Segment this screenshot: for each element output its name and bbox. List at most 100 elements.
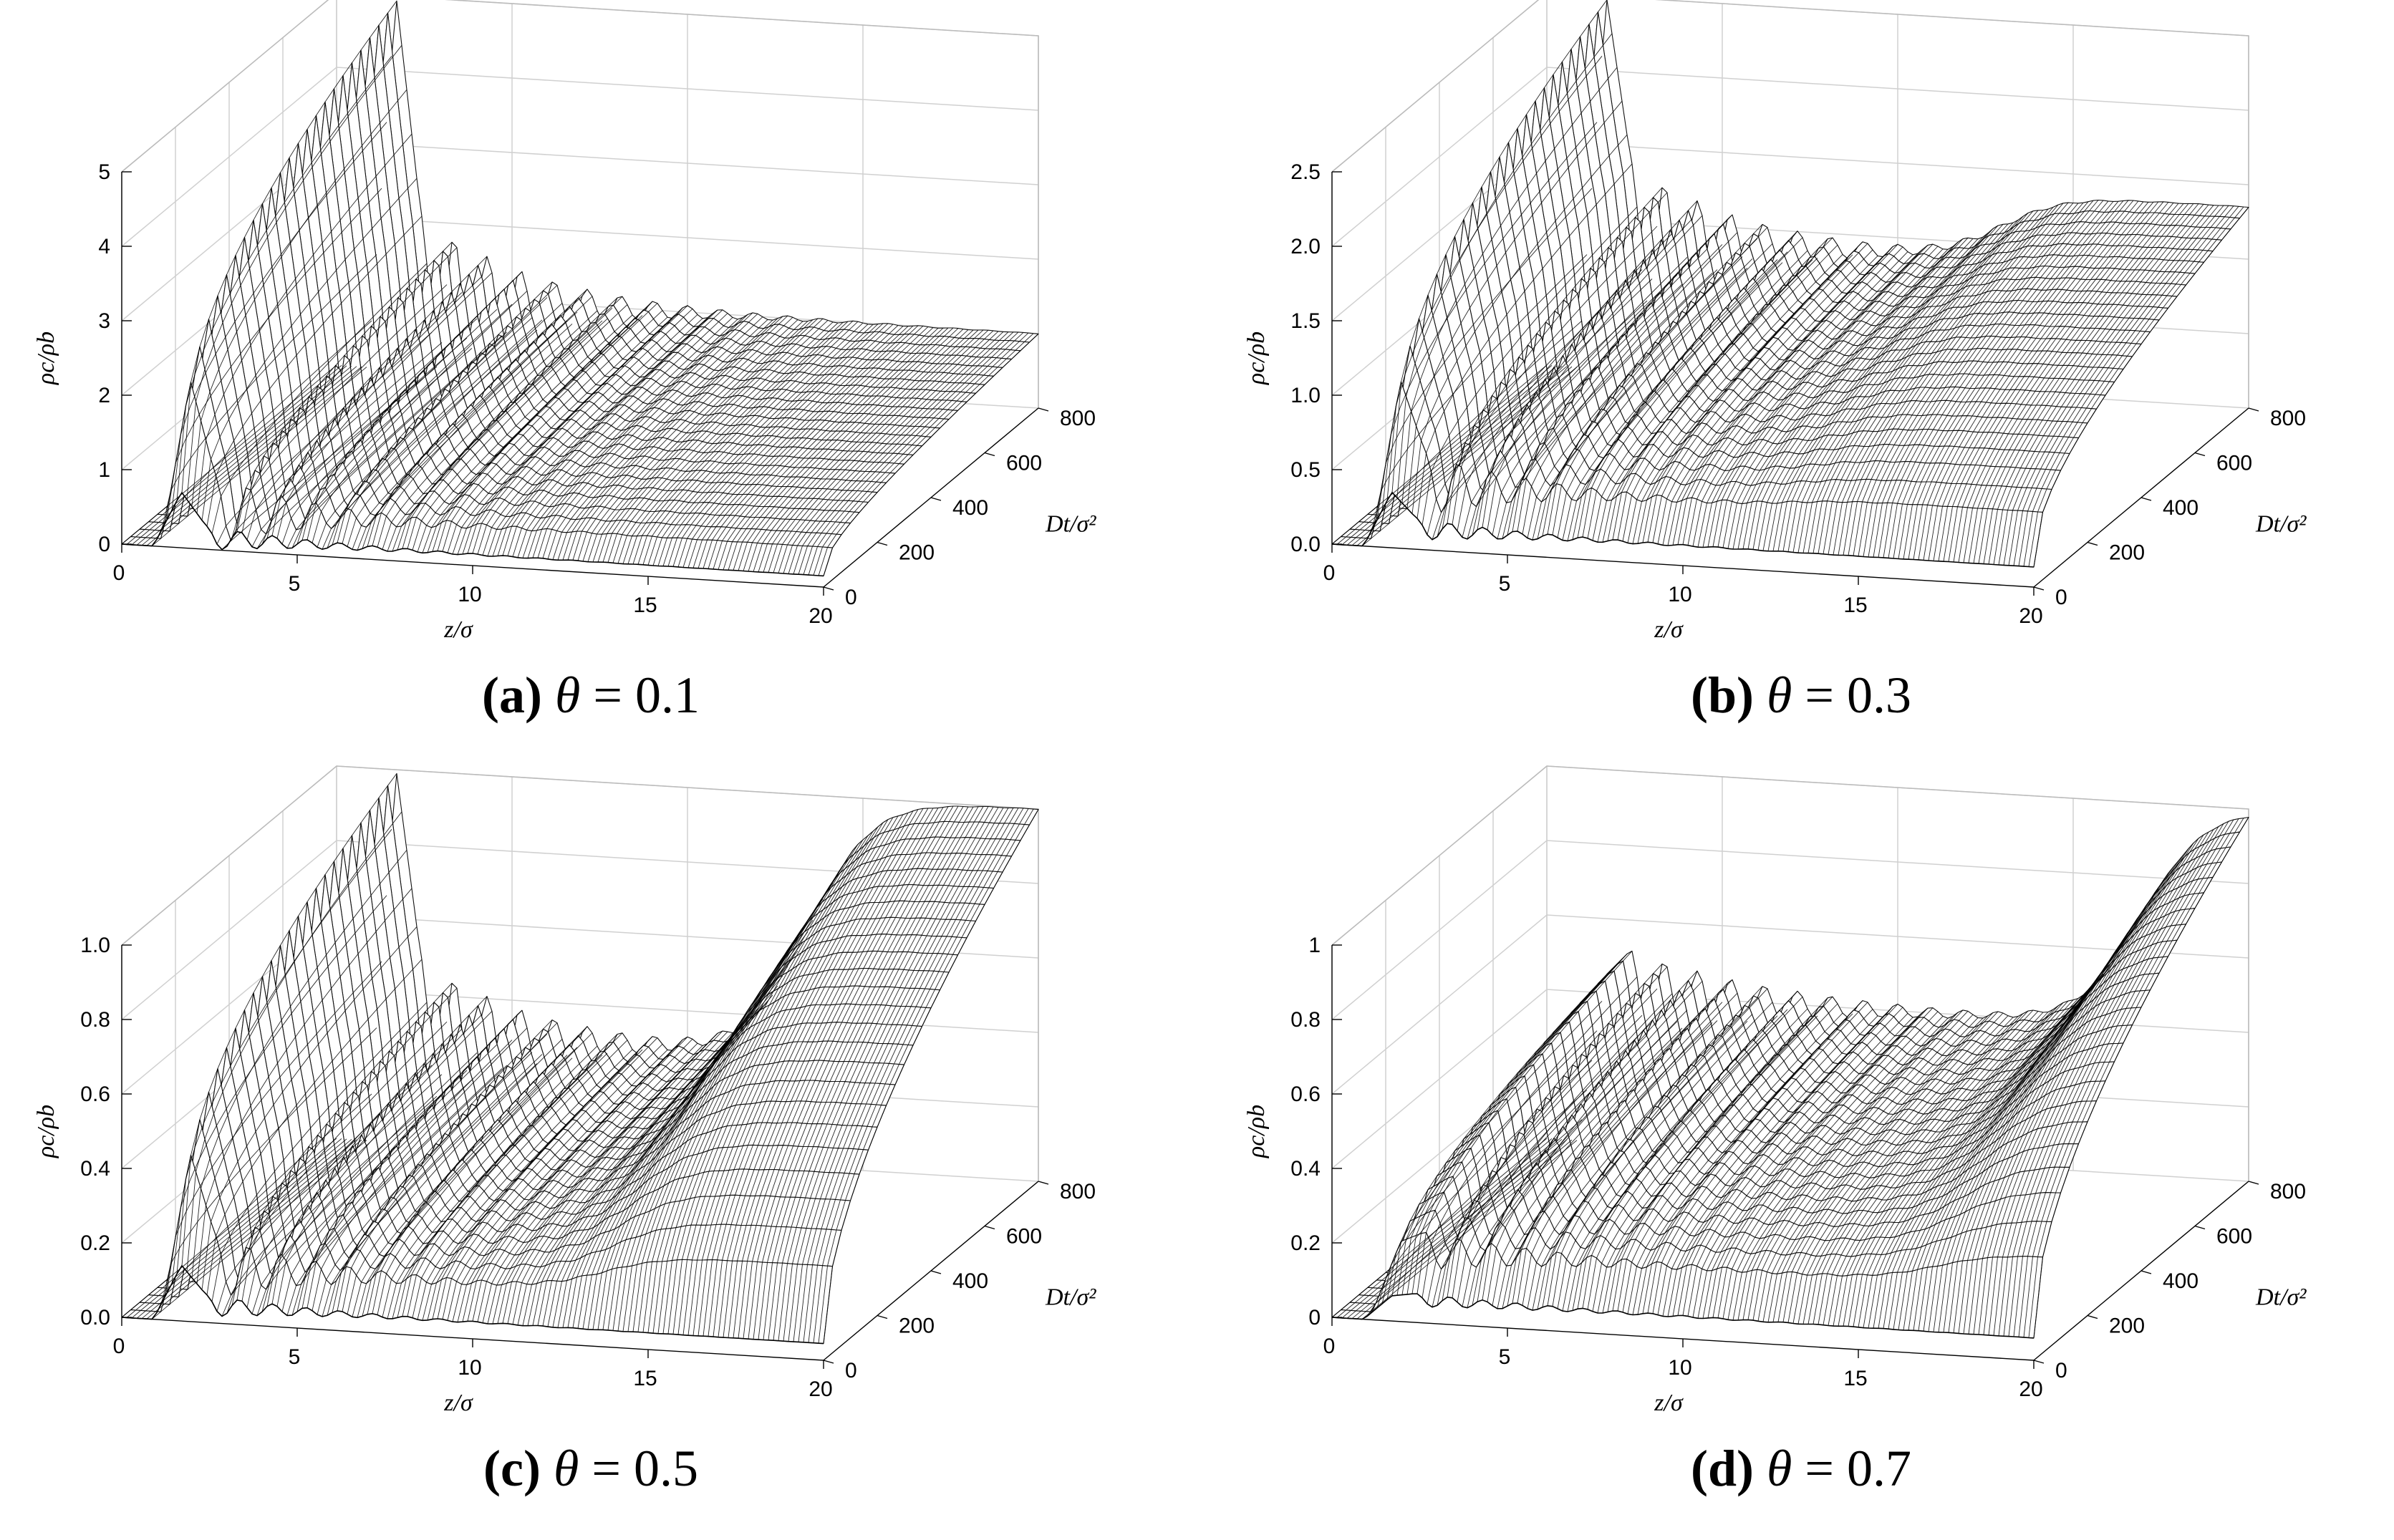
mesh-line	[637, 850, 854, 1332]
z-axis-label: ρc/ρb	[1243, 331, 1270, 385]
mesh-line	[1457, 993, 1673, 1302]
y-tick-label: 600	[1006, 452, 1042, 475]
mesh-line	[1647, 241, 1863, 543]
mesh-line	[2008, 205, 2224, 566]
mesh-line	[126, 1138, 342, 1318]
mesh-line	[627, 322, 844, 564]
mesh-line	[1401, 964, 1618, 1295]
mesh-line	[417, 314, 633, 553]
mesh-line	[778, 806, 994, 1341]
mesh-line	[1562, 1015, 1778, 1312]
mesh-line	[1958, 203, 2174, 563]
mesh-line	[156, 1093, 372, 1313]
mesh-line	[362, 1047, 578, 1317]
mesh-line	[1772, 233, 1989, 551]
z-tick-label: 0.5	[1290, 458, 1321, 482]
mesh-line	[347, 1039, 563, 1314]
mesh-line	[1802, 220, 2019, 553]
mesh-line	[1547, 224, 1763, 535]
mesh-line	[447, 310, 663, 553]
mesh-line	[1336, 365, 1553, 545]
z-tick-label: 0.2	[80, 1231, 110, 1255]
mesh-line	[1702, 253, 1918, 548]
z-tick-label: 1.0	[1290, 384, 1321, 407]
mesh-line	[788, 331, 1004, 574]
caption-b: (b) θ = 0.3	[1210, 666, 2392, 725]
mesh-line	[1923, 200, 2139, 561]
mesh-line	[1477, 218, 1693, 530]
mesh-line	[537, 312, 753, 558]
caption-symbol: θ	[1767, 667, 1792, 724]
mesh-line	[743, 805, 959, 1339]
mesh-line	[587, 321, 803, 562]
mesh-line	[1522, 232, 1738, 535]
mesh-line	[1727, 248, 1944, 549]
y-tick-label: 400	[2163, 1269, 2198, 1293]
grid-line	[121, 0, 1039, 173]
mesh-line	[402, 297, 618, 549]
mesh-line	[703, 809, 919, 1337]
mesh-line	[1527, 256, 1743, 538]
mesh-line	[487, 318, 703, 556]
caption-a: (a) θ = 0.1	[0, 666, 1182, 725]
mesh-line	[121, 364, 337, 545]
panel-a: 0 1 2 3 4 5 0 5 10 15 20 0 200 400 600 800 ρc/ρb z/σ Dt/σ²…	[0, 0, 1182, 759]
mesh-line	[592, 321, 809, 563]
y-tick	[2087, 541, 2098, 546]
mesh-line	[1938, 201, 2154, 561]
mesh-line	[216, 331, 433, 545]
mesh-line	[1968, 203, 2184, 563]
mesh-line	[768, 329, 984, 573]
mesh-line	[542, 1008, 758, 1327]
mesh-line	[1391, 0, 1608, 493]
mesh-line	[1843, 204, 2059, 556]
mesh-line	[477, 1038, 693, 1322]
y-tick	[984, 1225, 995, 1230]
mesh-line	[823, 809, 1039, 1344]
mesh-line	[1532, 267, 1748, 541]
mesh-line	[1702, 1016, 1918, 1319]
mesh-line	[1667, 256, 1883, 546]
mesh-line	[1381, 1030, 1598, 1304]
surface-mesh	[121, 1, 1039, 576]
mesh-line	[1487, 215, 1703, 531]
mesh-line	[1677, 1006, 1893, 1316]
mesh-line	[357, 324, 573, 551]
mesh-line	[1828, 210, 2044, 555]
mesh-line	[236, 241, 453, 532]
mesh-line	[382, 1045, 598, 1317]
mesh-line	[246, 1028, 463, 1308]
mesh-line	[748, 806, 964, 1340]
mesh-line	[773, 329, 989, 573]
mesh-line	[296, 1040, 513, 1312]
mesh-line	[733, 806, 949, 1338]
mesh-line	[667, 323, 884, 567]
mesh-line	[1983, 838, 2199, 1335]
mesh-line	[1482, 970, 1698, 1300]
mesh-line	[637, 320, 854, 565]
y-tick	[823, 586, 834, 591]
mesh-line	[728, 327, 944, 571]
y-tick-label: 0	[2055, 1359, 2067, 1382]
x-tick-label: 5	[1499, 572, 1511, 596]
front-profile	[121, 1264, 824, 1345]
mesh-line	[462, 1045, 678, 1322]
mesh-line	[1807, 1013, 2024, 1325]
surface-plot-d: 00.20.40.60.810 5 10 15 200200400600800ρc/ρb…	[1243, 765, 2307, 1416]
mesh-line	[166, 188, 382, 520]
mesh-line	[1677, 246, 1893, 545]
mesh-line	[201, 178, 417, 520]
mesh-line	[1366, 320, 1583, 540]
mesh-line	[211, 263, 428, 534]
mesh-line	[191, 850, 407, 1278]
y-tick	[877, 1314, 888, 1319]
mesh-line	[1823, 210, 2039, 554]
z-tick-label: 5	[98, 160, 110, 184]
mesh-line	[1838, 207, 2054, 556]
mesh-line	[617, 883, 834, 1332]
mesh-line	[477, 309, 693, 555]
y-tick	[1038, 1181, 1049, 1185]
z-tick-label: 0.8	[80, 1008, 110, 1032]
